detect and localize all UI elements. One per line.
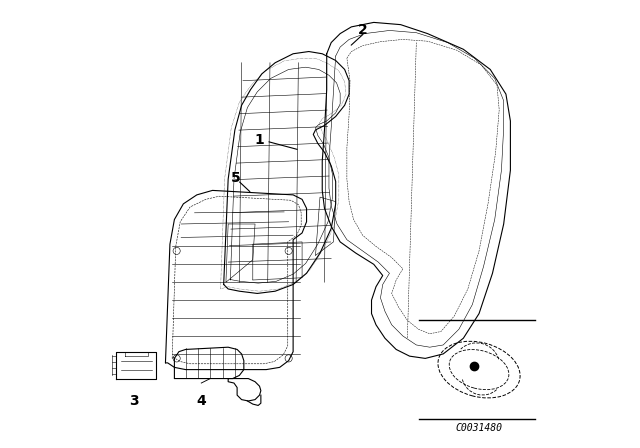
Text: C0031480: C0031480: [456, 423, 502, 433]
Text: 4: 4: [196, 394, 206, 408]
Text: 1: 1: [255, 133, 264, 147]
Text: 2: 2: [358, 23, 367, 38]
Text: 5: 5: [231, 171, 241, 185]
Text: 3: 3: [129, 394, 139, 408]
